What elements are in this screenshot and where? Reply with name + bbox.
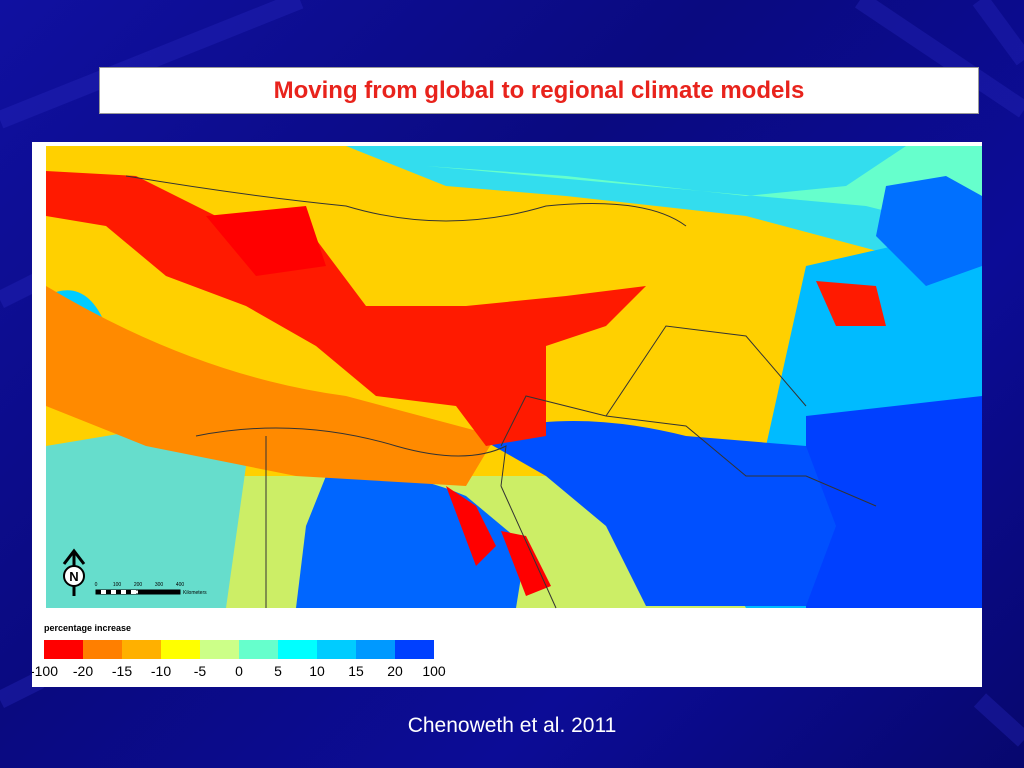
scale-bar-segment — [126, 590, 131, 594]
map-image — [46, 146, 982, 608]
legend-swatch — [83, 640, 122, 659]
scale-bar-segment — [101, 590, 106, 594]
legend-swatch — [395, 640, 434, 659]
scale-bar-label: 300 — [155, 582, 164, 588]
scale-bar-segment — [106, 590, 111, 594]
scale-bar-segment — [138, 590, 180, 594]
north-arrow: N — [62, 548, 86, 596]
scale-bar-label: 400 — [176, 582, 185, 588]
scale-bar-segment — [96, 590, 101, 594]
scale-bar-segment — [121, 590, 126, 594]
legend-label: 5 — [274, 663, 282, 679]
legend-swatch — [239, 640, 278, 659]
legend-title: percentage increase — [44, 623, 131, 633]
legend-label: -20 — [73, 663, 93, 679]
scale-bar-label: 200 — [134, 582, 143, 588]
scale-bar-unit: Kilometers — [183, 590, 207, 596]
legend: percentage increase -100 -20 -15 -10 -5 0 5 10 15… — [32, 623, 446, 679]
legend-swatch — [44, 640, 83, 659]
scale-bar-label: 0 — [95, 582, 98, 588]
map-borders — [125, 175, 877, 609]
legend-label: 100 — [422, 663, 446, 679]
legend-swatch — [317, 640, 356, 659]
scale-bar-label: 100 — [113, 582, 122, 588]
legend-swatch — [278, 640, 317, 659]
legend-label: 0 — [235, 663, 243, 679]
scale-bar-segment — [111, 590, 116, 594]
scale-bar-segment — [116, 590, 121, 594]
citation: Chenoweth et al. 2011 — [407, 714, 617, 737]
legend-label: 10 — [309, 663, 325, 679]
legend-label: -100 — [32, 663, 58, 679]
title-box: Moving from global to regional climate m… — [99, 67, 979, 114]
slide-title: Moving from global to regional climate m… — [273, 76, 805, 104]
legend-label: 15 — [348, 663, 364, 679]
legend-label: -15 — [112, 663, 132, 679]
legend-swatch — [161, 640, 200, 659]
legend-label: 20 — [387, 663, 403, 679]
legend-label: -5 — [194, 663, 207, 679]
legend-swatch — [356, 640, 395, 659]
legend-swatch — [122, 640, 161, 659]
scale-bar: 0 100 200 300 400 Kilometers — [95, 582, 208, 596]
scale-bar-segment — [131, 590, 136, 594]
legend-swatch — [200, 640, 239, 659]
north-label: N — [69, 569, 78, 584]
legend-label: -10 — [151, 663, 171, 679]
